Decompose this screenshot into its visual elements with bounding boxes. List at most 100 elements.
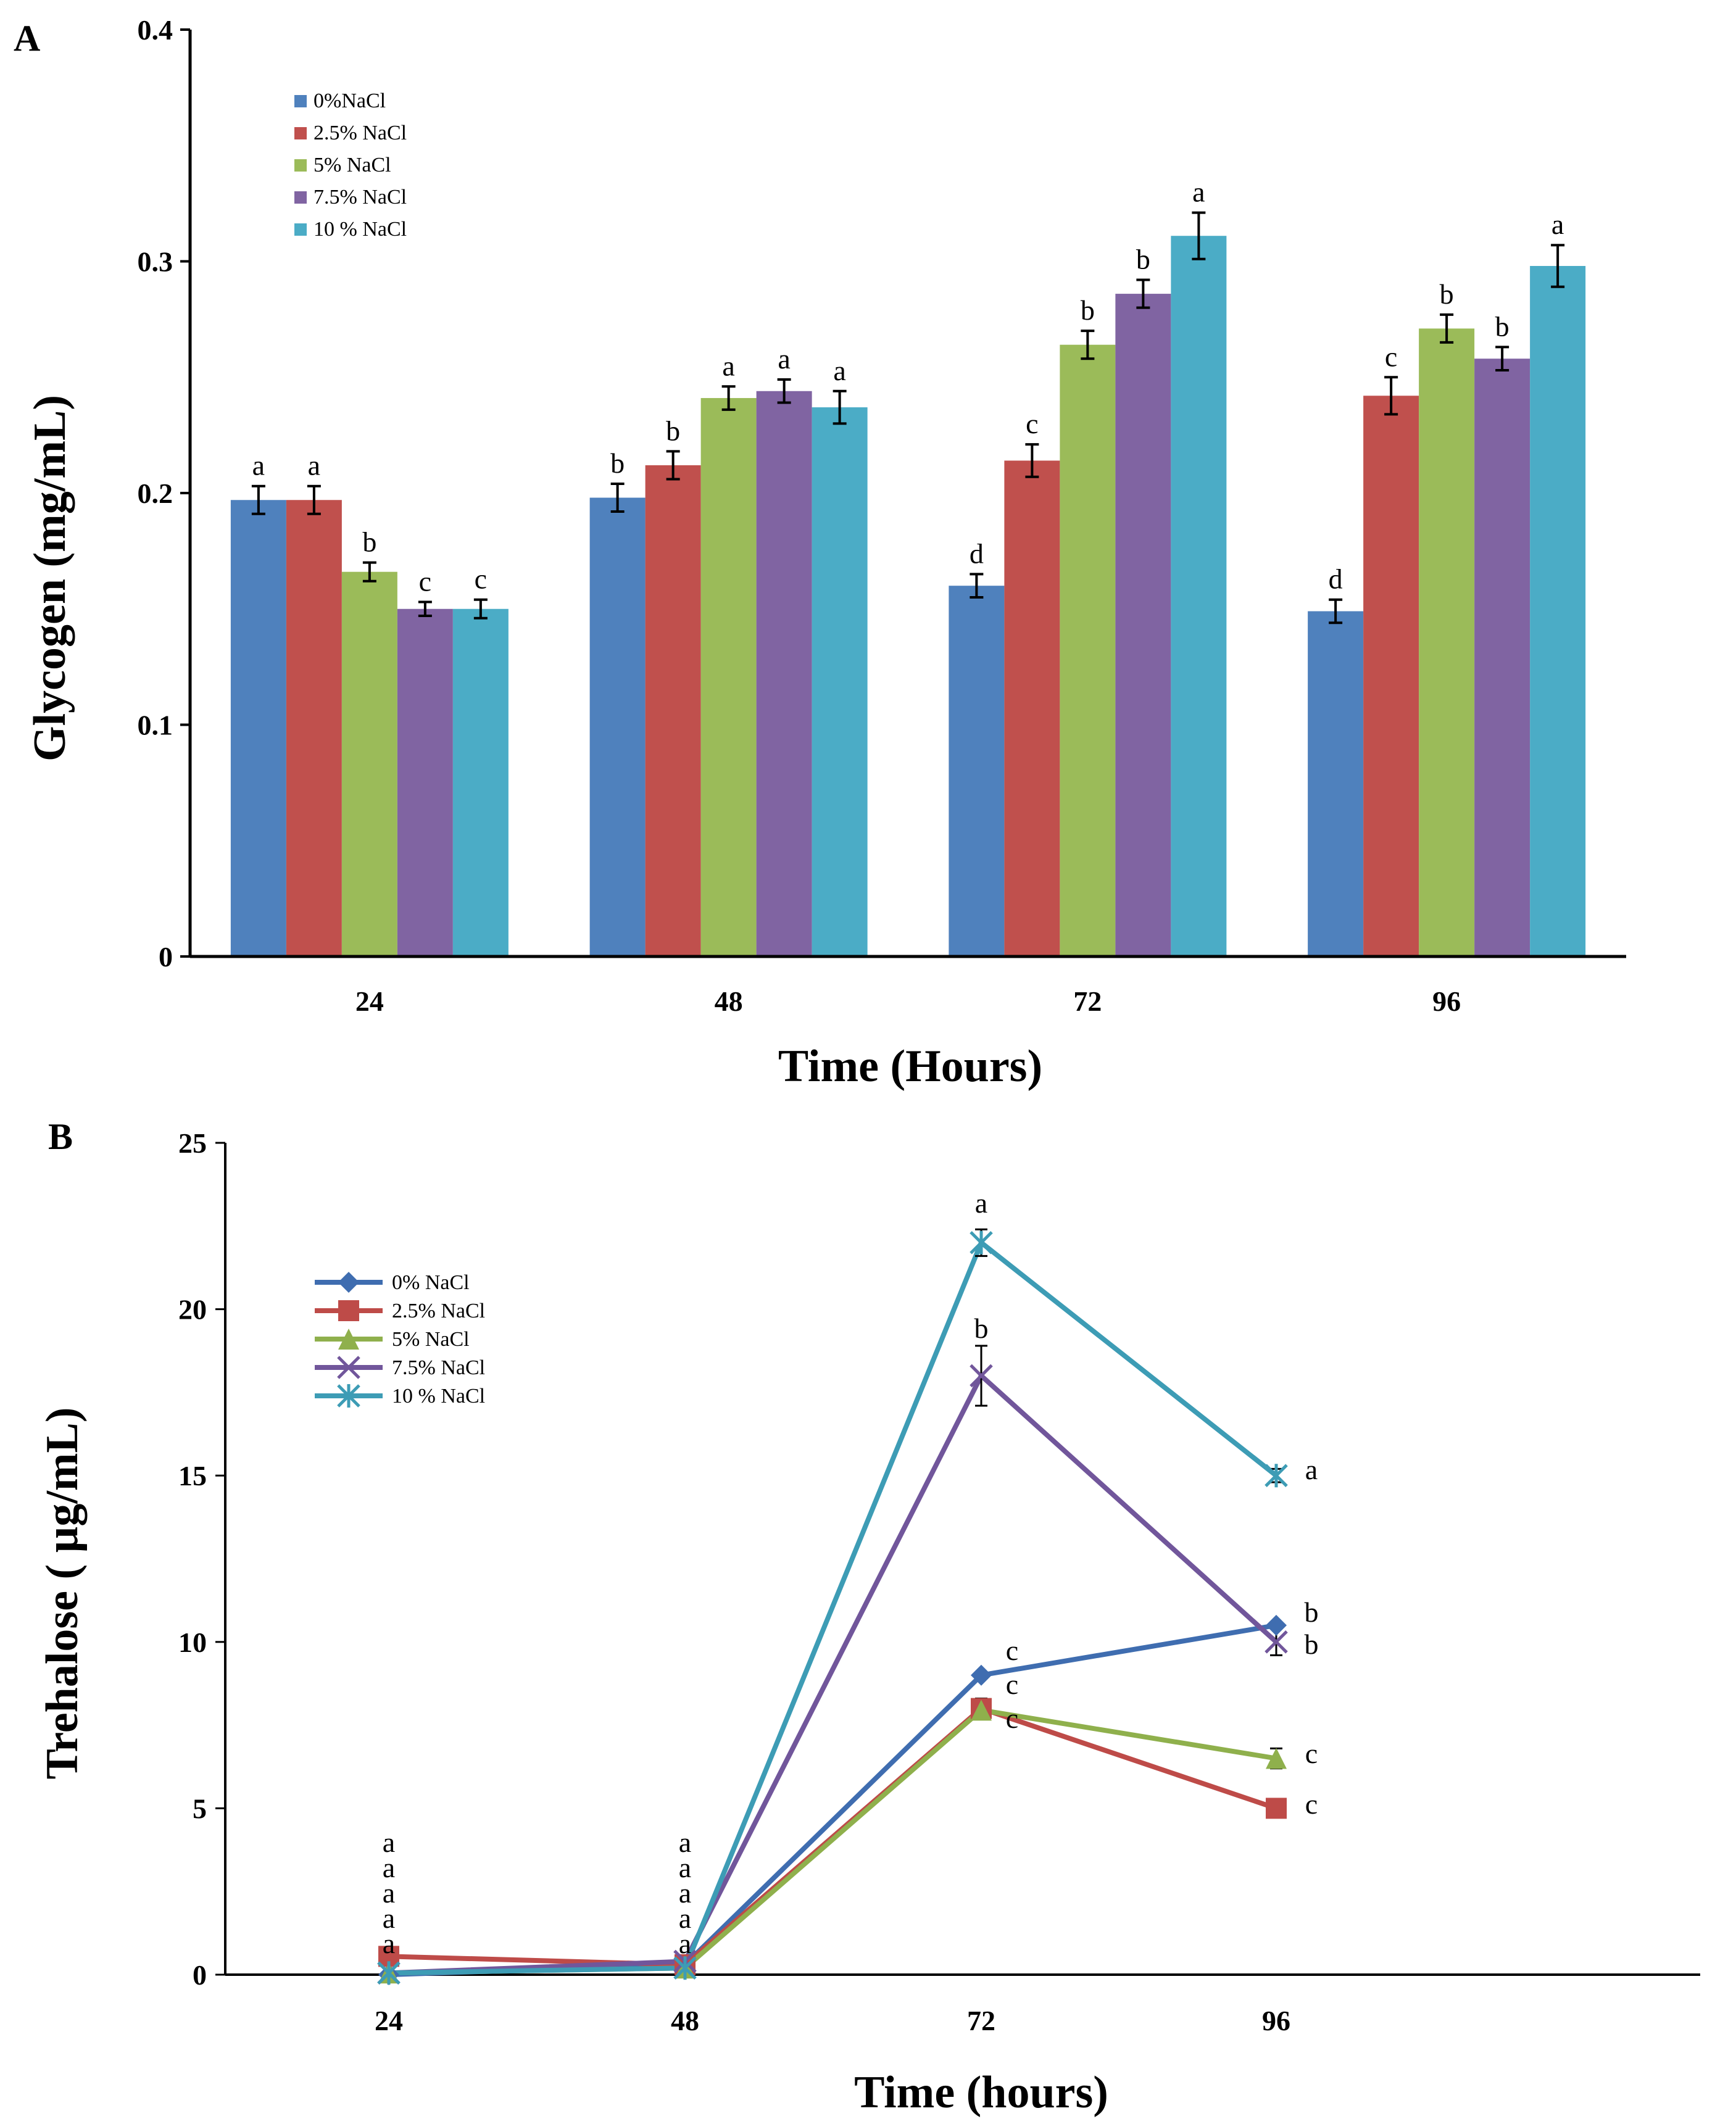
panel-a-y-axis-label: Glycogen (mg/mL) [25, 395, 75, 761]
significance-letter-48h-series-4: a [833, 355, 845, 386]
panel-b-y-tick-label-1: 5 [193, 1793, 207, 1824]
x-tick-label-48: 48 [715, 985, 743, 1017]
series-line-0 [388, 1622, 1277, 1977]
legend-label-3: 7.5% NaCl [314, 186, 407, 209]
legend-swatch-0 [294, 95, 307, 107]
significance-letter-48h-series-1: b [666, 415, 680, 446]
significance-letter-72h-series-1: c [1006, 1669, 1018, 1700]
panel-b-y-tick-label-0: 0 [193, 1959, 207, 1991]
panel-b-y-axis-label: Trehalose ( µg/mL) [37, 1407, 88, 1779]
panel-b-label: B [48, 1116, 73, 1157]
data-point-series-0-72h [971, 1664, 992, 1686]
significance-letter-96h-series-1: c [1305, 1788, 1318, 1820]
bar-72h-series-3 [1115, 294, 1171, 956]
panel-a-y-tick-label-1: 0.1 [138, 710, 173, 741]
significance-letter-48h-series-4: a [679, 1827, 691, 1858]
series-line-4 [388, 1240, 1278, 1976]
panel-a-y-tick-label-0: 0 [159, 941, 173, 973]
significance-letter-72h-series-0: d [970, 537, 984, 569]
panel-a-glycogen-chart: A a a b c c b b a a a d c b b a d c b b a 24 48 72 96 0 0.1 0.2 0.… [14, 14, 1626, 1092]
significance-letter-24h-series-1: a [308, 450, 320, 481]
legend-marker-3 [337, 1356, 360, 1379]
bar-48h-series-1 [645, 465, 701, 956]
bar-24h-series-4 [452, 608, 509, 956]
significance-letter-48h-series-0: a [679, 1928, 691, 1959]
significance-letter-24h-series-2: b [362, 526, 376, 558]
significance-letter-96h-series-0: d [1329, 563, 1343, 595]
bar-24h-series-1 [286, 500, 342, 956]
x-tick-label-96: 96 [1432, 985, 1461, 1017]
significance-letter-72h-series-1: c [1026, 408, 1038, 439]
data-point-series-4-96h [1265, 1464, 1288, 1488]
legend-label-0: 0%NaCl [314, 89, 386, 112]
significance-letter-24h-series-4: a [383, 1827, 395, 1858]
x-tick-label-72: 72 [1073, 985, 1102, 1017]
significance-letter-48h-series-0: b [610, 447, 625, 479]
series-line-3 [388, 1373, 1278, 1976]
data-point-series-4-24h [377, 1961, 401, 1985]
bar-72h-series-2 [1060, 344, 1116, 956]
significance-letter-96h-series-0: b [1305, 1596, 1319, 1628]
significance-letter-24h-series-4: c [475, 563, 487, 595]
significance-letter-24h-series-1: a [383, 1902, 395, 1934]
data-point-series-4-72h [970, 1230, 993, 1255]
significance-letter-72h-series-2: c [1006, 1703, 1018, 1734]
legend-marker-0 [338, 1272, 359, 1293]
legend-marker-4 [337, 1384, 360, 1408]
significance-letter-72h-series-4: a [975, 1187, 987, 1219]
x-tick-label-24: 24 [355, 985, 384, 1017]
panel-b-x-tick-label-24: 24 [375, 2005, 403, 2036]
significance-letter-24h-series-3: c [419, 565, 431, 597]
bar-24h-series-2 [341, 571, 397, 956]
significance-letter-96h-series-3: b [1305, 1628, 1319, 1660]
bar-48h-series-4 [812, 407, 868, 956]
significance-letter-48h-series-3: a [778, 343, 790, 375]
legend-marker-2 [338, 1329, 359, 1350]
significance-letter-48h-series-2: a [679, 1877, 691, 1909]
significance-letter-48h-series-2: a [722, 350, 734, 381]
significance-letter-96h-series-4: a [1551, 209, 1564, 240]
bar-72h-series-4 [1171, 236, 1227, 956]
significance-letter-72h-series-4: a [1192, 176, 1205, 208]
legend-swatch-1 [294, 127, 307, 139]
data-point-series-3-72h [970, 1364, 993, 1388]
panel-a-y-tick-label-3: 0.3 [138, 246, 173, 278]
significance-letter-72h-series-3: b [974, 1313, 989, 1344]
panel-b-x-tick-label-96: 96 [1262, 2005, 1290, 2036]
significance-letter-72h-series-3: b [1136, 244, 1150, 275]
panel-b-x-tick-label-48: 48 [671, 2005, 699, 2036]
legend-label-b-0: 0% NaCl [392, 1271, 470, 1294]
bar-72h-series-1 [1004, 460, 1060, 956]
significance-letter-72h-series-0: c [1006, 1635, 1018, 1666]
panel-a-y-tick-label-4: 0.4 [138, 14, 173, 46]
legend-label-2: 5% NaCl [314, 154, 391, 176]
data-point-series-1-96h [1266, 1798, 1287, 1819]
panel-a-y-tick-label-2: 0.2 [138, 478, 173, 509]
significance-letter-96h-series-2: c [1305, 1738, 1318, 1769]
legend-label-b-2: 5% NaCl [392, 1328, 470, 1351]
panel-b-y-tick-label-5: 25 [178, 1127, 207, 1159]
significance-letter-72h-series-2: b [1081, 294, 1095, 326]
significance-letter-96h-series-4: a [1305, 1454, 1318, 1485]
legend-label-1: 2.5% NaCl [314, 122, 407, 144]
legend-label-b-4: 10 % NaCl [392, 1385, 485, 1408]
significance-letter-24h-series-0: a [383, 1928, 395, 1959]
significance-letter-48h-series-3: a [679, 1852, 691, 1883]
legend-marker-1 [338, 1300, 359, 1321]
panel-b-x-axis-label: Time (hours) [854, 2067, 1108, 2118]
significance-letter-96h-series-2: b [1440, 278, 1454, 310]
panel-a-x-axis-label: Time (Hours) [778, 1041, 1042, 1092]
bar-24h-series-0 [230, 500, 286, 956]
significance-letter-24h-series-3: a [383, 1852, 395, 1883]
significance-letter-96h-series-1: c [1385, 341, 1397, 372]
panel-b-y-tick-label-3: 15 [178, 1460, 207, 1491]
legend-label-b-1: 2.5% NaCl [392, 1300, 485, 1322]
legend-swatch-2 [294, 159, 307, 172]
significance-letter-24h-series-0: a [252, 450, 265, 481]
bar-96h-series-2 [1419, 328, 1475, 956]
bar-48h-series-2 [700, 398, 757, 956]
series-line-2 [388, 1707, 1277, 1976]
significance-letter-96h-series-3: b [1495, 310, 1510, 342]
bar-96h-series-3 [1474, 359, 1530, 956]
